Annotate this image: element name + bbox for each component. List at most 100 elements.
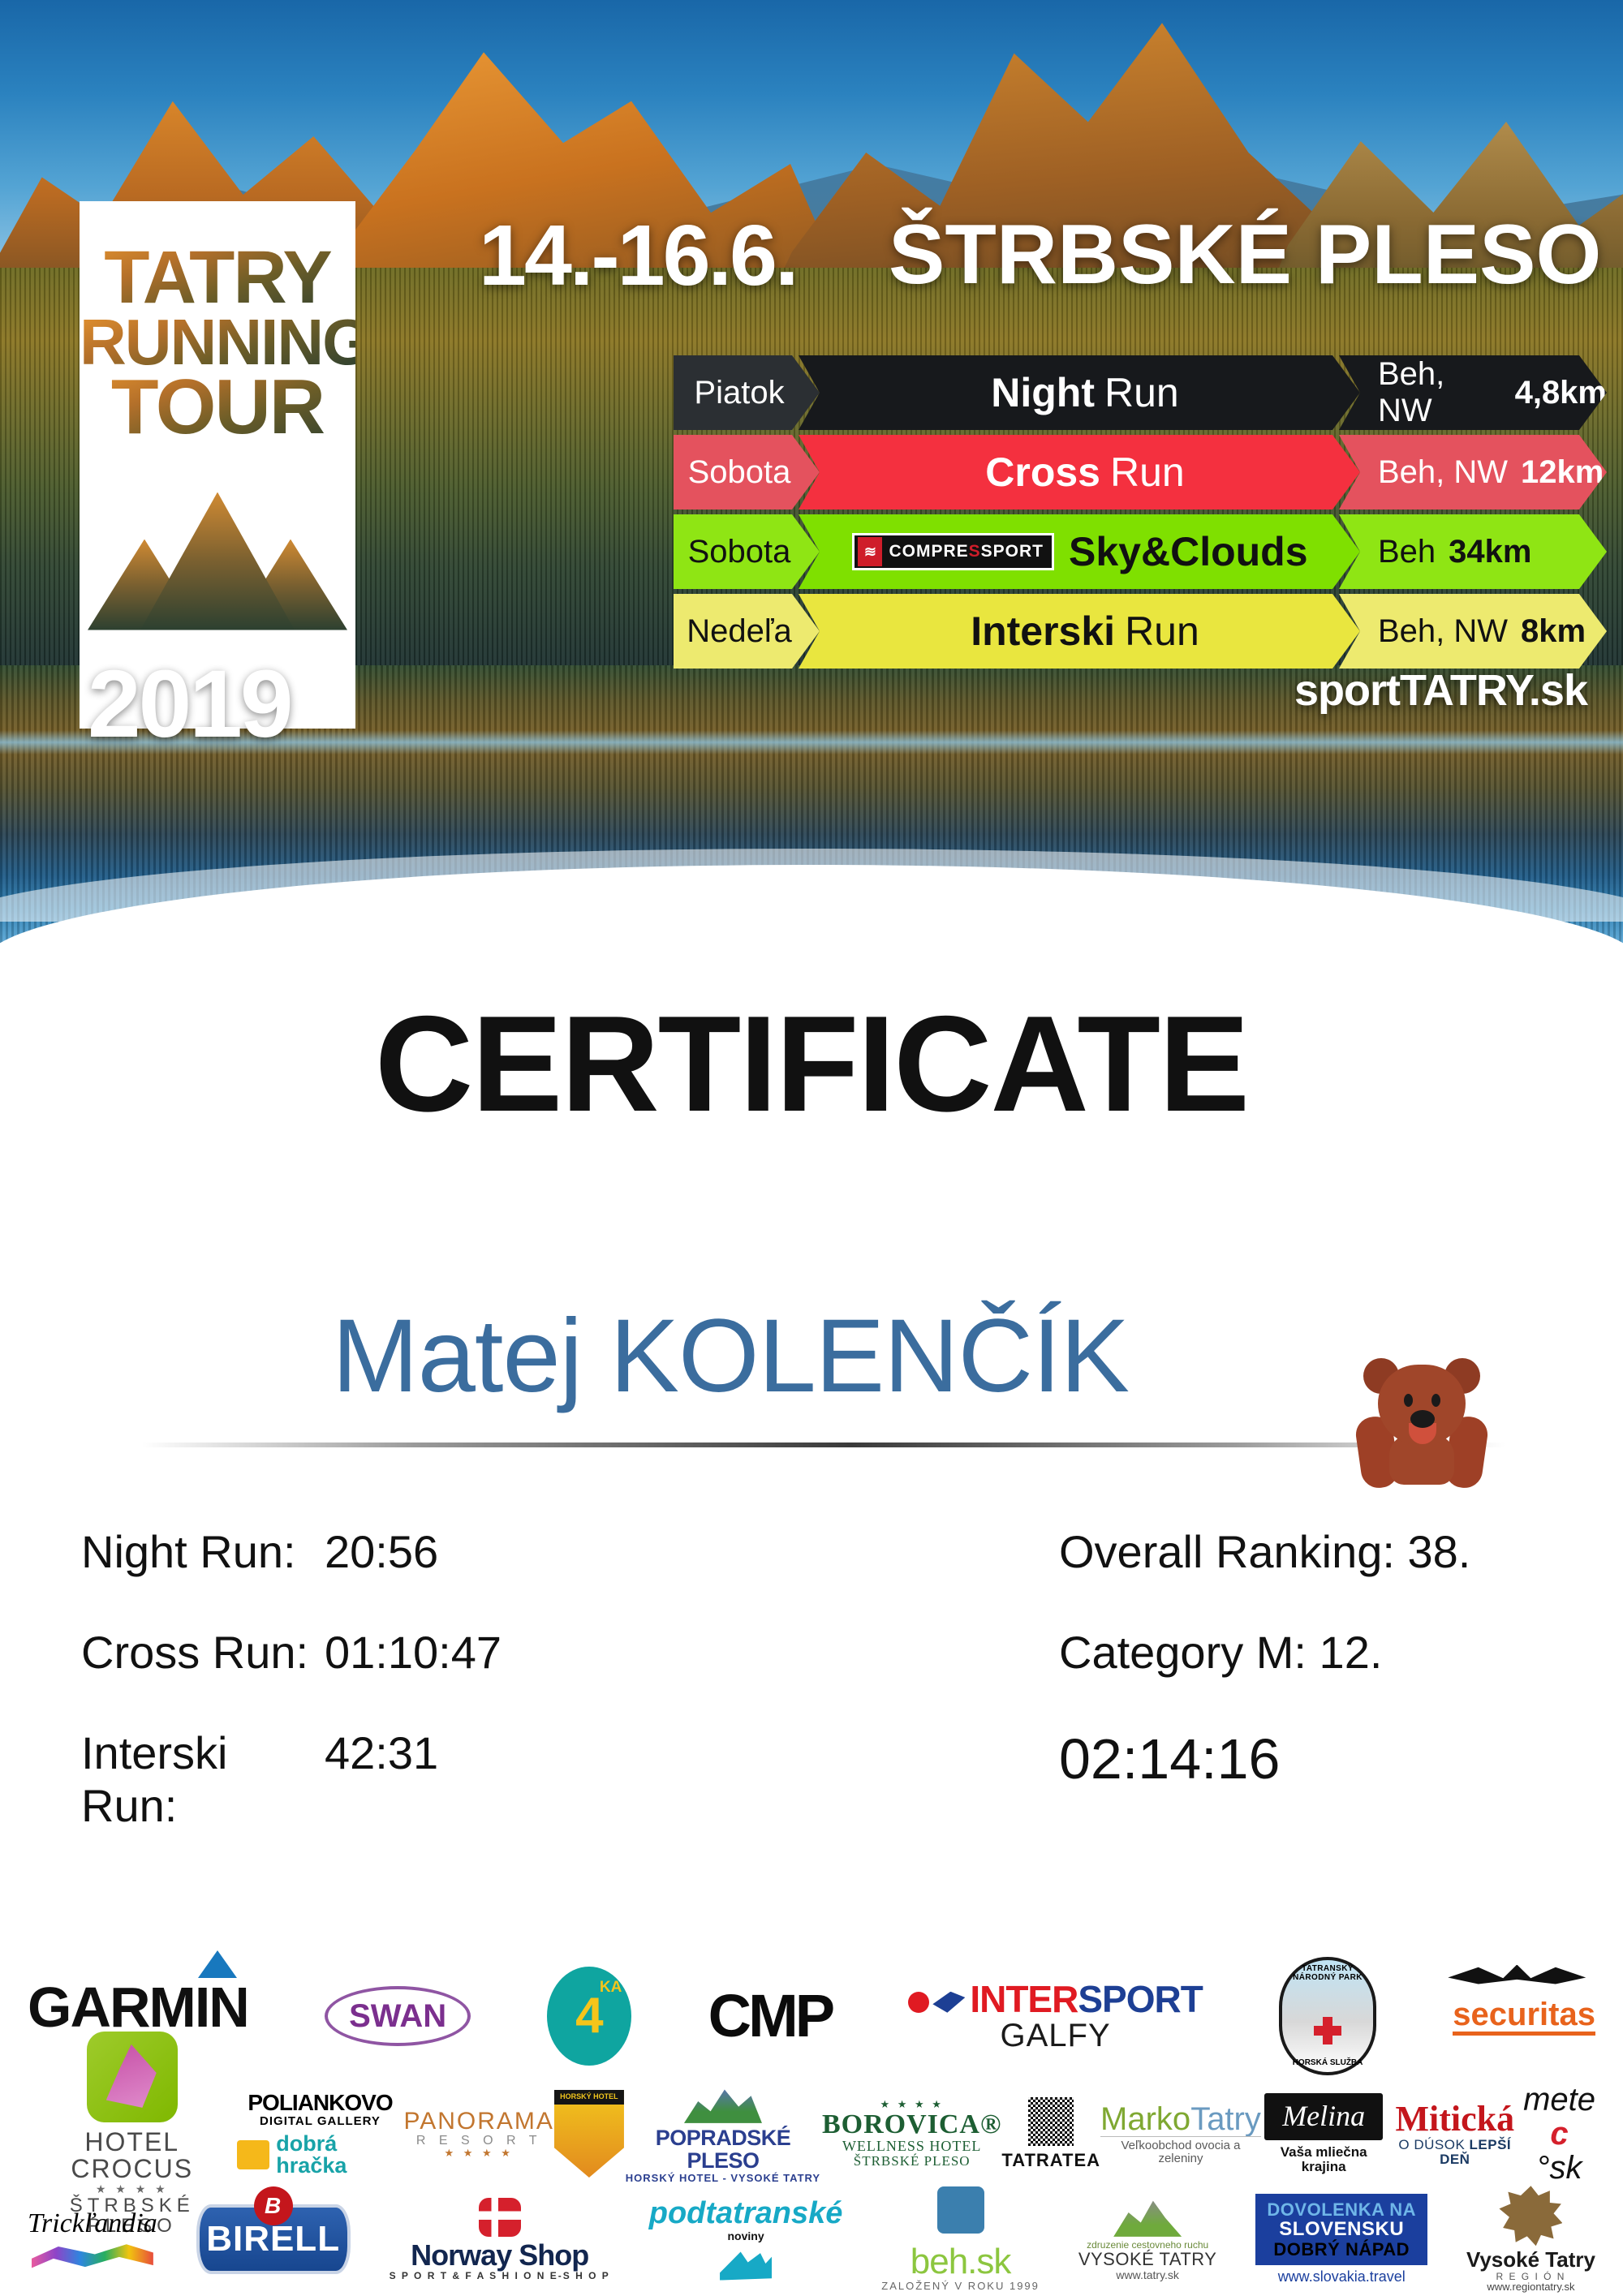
red-cross-icon	[1314, 2017, 1342, 2044]
athlete-name: Matej KOLENČÍK	[332, 1298, 1130, 1414]
sponsor-row-2: HOTEL CROCUS ★ ★ ★ ★ ŠTRBSKÉ PLESO POLIA…	[0, 2031, 1623, 2236]
sponsor-subname: GALFY	[1000, 2018, 1111, 2054]
result-label: Night Run:	[81, 1526, 296, 1577]
page-title: CERTIFICATE	[374, 987, 1250, 1140]
race-km: 4,8km	[1514, 374, 1607, 411]
race-discipline: Beh, NW	[1378, 613, 1509, 649]
result-value: 20:56	[325, 1526, 439, 1577]
logo-mountain-icon	[80, 468, 355, 630]
sponsor-tatratea: TATRATEA	[1001, 2097, 1101, 2171]
sponsor-stars: ★ ★ ★ ★	[444, 2147, 514, 2160]
sponsor-name: 4	[575, 1988, 604, 2044]
paper-fan-icon	[720, 2251, 773, 2281]
logo-line-1: TATRY	[80, 243, 355, 312]
sponsor-slovakia-travel: DOVOLENKA NA SLOVENSKU DOBRÝ NÁPAD www.s…	[1255, 2194, 1428, 2284]
sponsor-melina: Melina Vaša mliečna krajina	[1261, 2093, 1387, 2173]
sponsor-name: GARMIN	[28, 1975, 250, 2039]
sponsor-badge: DOVOLENKA NA SLOVENSKU DOBRÝ NÁPAD	[1255, 2194, 1428, 2265]
race-name: Night Run	[799, 355, 1360, 430]
sponsor-subname: Vaša mliečna krajina	[1280, 2144, 1367, 2174]
race-row: Sobota ≋ COMPRESSPORT Sky&Clouds Beh 34km	[674, 514, 1607, 589]
race-day: Nedeľa	[674, 594, 820, 669]
sponsor-subname: HORSKÝ HOTEL - VYSOKÉ TATRY	[625, 2171, 821, 2184]
overall-ranking: Overall Ranking: 38.	[1059, 1526, 1471, 1577]
race-row: Sobota Cross Run Beh, NW 12km	[674, 435, 1607, 510]
sponsor-stars: ★ ★ ★ ★	[880, 2097, 944, 2110]
sponsor-name: VYSOKÉ TATRY	[1078, 2249, 1217, 2270]
sponsor-birell: B BIRELL	[196, 2186, 351, 2274]
event-website: sportTATRY.sk	[1294, 666, 1588, 715]
sponsor-name: podtatranské	[648, 2195, 843, 2230]
sponsor-dobra-hracka: dobrá hračka	[236, 2130, 404, 2178]
compressport-text: COMPRESSPORT	[889, 542, 1044, 561]
sponsor-name: Melina	[1264, 2093, 1384, 2141]
logo-line-2: RUNNING	[80, 305, 372, 378]
sponsor-name: Mitická	[1395, 2099, 1515, 2139]
race-day: Sobota	[674, 435, 820, 510]
sponsor-name: Norway Shop	[411, 2238, 589, 2272]
event-place: ŠTRBSKÉ PLESO	[889, 208, 1602, 302]
sponsor-name-line2: SLOVENSKU	[1279, 2218, 1405, 2241]
intersport-swoosh-icon	[932, 1991, 966, 2013]
crocus-flower-icon	[86, 2031, 178, 2122]
water-highlight	[0, 730, 1623, 755]
race-discipline: Beh	[1378, 533, 1436, 570]
sun-mountain-icon	[1499, 2186, 1563, 2247]
sponsor-name: BOROVICA®	[821, 2109, 1002, 2139]
sponsor-name: dobrá hračka	[276, 2130, 347, 2178]
sponsor-beh-sk: beh.sk ZALOŽENÝ V ROKU 1999	[881, 2186, 1040, 2292]
sponsor-garmin: GARMIN®	[28, 1950, 250, 2055]
sponsor-tricklandia: Trickľandia	[28, 2209, 157, 2269]
sponsor-subname: Veľkoobchod ovocia a zeleniny	[1100, 2136, 1261, 2165]
race-km: 8km	[1521, 613, 1586, 649]
results-times-column: Night Run: 20:56 Cross Run: 01:10:47 Int…	[81, 1525, 812, 1831]
sponsor-hotel-crocus: HOTEL CROCUS ★ ★ ★ ★ ŠTRBSKÉ PLESO	[28, 2031, 237, 2237]
sponsor-text-block: podtatranské noviny	[648, 2195, 843, 2242]
race-name-bold: Night	[991, 370, 1095, 415]
sponsor-subname: S P O R T & F A S H I O N E-S H O P	[389, 2269, 610, 2281]
sponsor-subname: DIGITAL GALLERY	[260, 2113, 381, 2128]
sponsor-subname: ŠTRBSKÉ PLESO	[69, 2194, 195, 2237]
sponsor-name: TATRATEA	[1001, 2150, 1101, 2171]
race-name-bold: Sky&Clouds	[1069, 529, 1308, 574]
results-ranking-column: Overall Ranking: 38. Category M: 12. 02:…	[1059, 1525, 1619, 1827]
sponsor-subname: R E S O R T	[415, 2133, 542, 2148]
event-date: 14.-16.6.	[479, 208, 799, 303]
sponsor-stars: ★ ★ ★ ★	[95, 2182, 169, 2196]
sponsor-row-3: Trickľandia B BIRELL Norway Shop S P O R…	[0, 2186, 1623, 2292]
event-year: 2019	[88, 651, 294, 758]
result-row: Interski Run: 42:31	[81, 1726, 812, 1831]
toy-bag-icon	[236, 2139, 270, 2169]
race-name-bold: Cross	[985, 449, 1100, 495]
garmin-triangle-icon	[197, 1950, 237, 1978]
runner-square-icon	[936, 2186, 984, 2234]
sponsor-popradske-pleso: POPRADSKÉ PLESO HORSKÝ HOTEL - VYSOKÉ TA…	[624, 2084, 822, 2183]
sponsor-name: TATRANSKÝ NÁRODNÝ PARK	[1293, 1964, 1363, 1982]
event-logo: TATRY RUNNING TOUR	[80, 201, 372, 729]
sponsor-subname: zdruzenie cestovneho ruchu	[1087, 2238, 1209, 2251]
race-name: Interski Run	[799, 594, 1360, 669]
total-time: 02:14:16	[1059, 1727, 1281, 1791]
sponsor-intersport-galfy: INTERSPORT GALFY	[908, 1980, 1203, 2054]
rainbow-ribbon-icon	[31, 2244, 153, 2268]
sponsor-name: POLIANKOVO	[248, 2090, 393, 2116]
folk-pattern-icon	[1028, 2097, 1074, 2147]
sponsor-subname: noviny	[727, 2229, 764, 2242]
sponsor-row-1: GARMIN® SWAN 4KA CMP INTERSPORT GALFY TA…	[0, 1950, 1623, 2077]
race-distance: Beh, NW 12km	[1339, 435, 1607, 510]
race-name-rest: Run	[1110, 449, 1185, 495]
category-ranking: Category M: 12.	[1059, 1627, 1383, 1678]
mountain-icon	[1113, 2200, 1182, 2237]
sponsor-subname-2: ŠTRBSKÉ PLESO	[853, 2153, 971, 2169]
sponsor-borovica: ★ ★ ★ ★ BOROVICA® WELLNESS HOTEL ŠTRBSKÉ…	[822, 2099, 1001, 2169]
sponsor-name-line1: DOVOLENKA NA	[1267, 2199, 1417, 2221]
sponsor-miticka: Mitická O DÚSOK LEPŠÍ DEŇ	[1386, 2100, 1523, 2167]
sponsor-name: Trickľandia	[28, 2208, 157, 2239]
race-distance: Beh, NW 8km	[1339, 594, 1607, 669]
sponsor-subname: ZALOŽENÝ V ROKU 1999	[881, 2280, 1040, 2293]
sponsor-norway-shop: Norway Shop S P O R T & F A S H I O N E-…	[389, 2197, 610, 2281]
divider	[142, 1443, 1505, 1447]
sponsor-text-block: beh.sk ZALOŽENÝ V ROKU 1999	[881, 2242, 1040, 2293]
race-day: Sobota	[674, 514, 820, 589]
hero-banner: TATRY RUNNING TOUR 2019 14.-16.6. ŠTRBSK…	[0, 0, 1623, 957]
